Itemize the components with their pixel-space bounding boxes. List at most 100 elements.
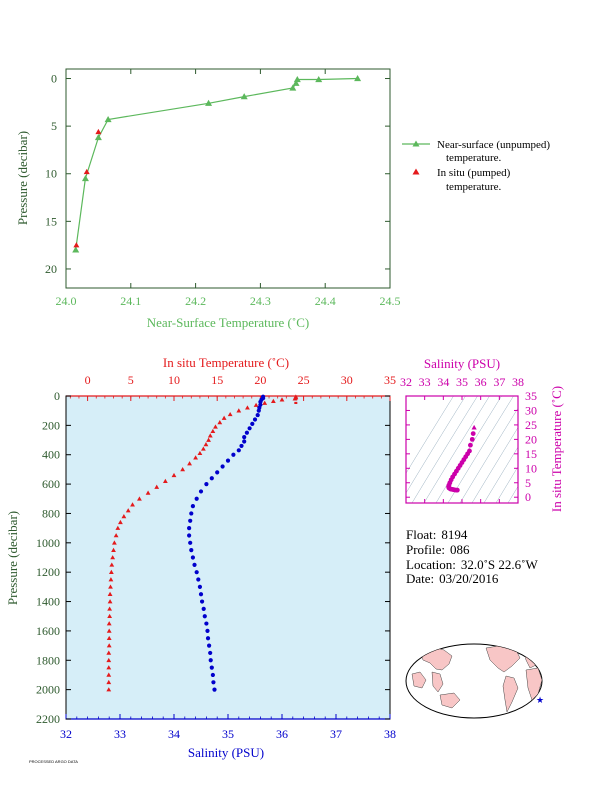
temperature-point bbox=[115, 525, 121, 530]
salinity-point bbox=[244, 430, 249, 435]
temperature-point bbox=[108, 569, 114, 574]
salinity-point bbox=[188, 518, 193, 523]
profile-pressure-ticks: 0 200 400 600 800 1000 1200 1400 1600 1800 2000 220… bbox=[36, 389, 390, 726]
temperature-point bbox=[111, 547, 116, 552]
unpumped-point bbox=[104, 115, 112, 123]
temperature-point bbox=[106, 643, 112, 648]
temperature-tick-label: 30 bbox=[341, 373, 353, 387]
salinity-tick-label: 36 bbox=[276, 727, 288, 741]
temperature-tick-label: 5 bbox=[128, 373, 134, 387]
profile-line: Profile: 086 bbox=[406, 542, 470, 557]
temperature-point bbox=[113, 533, 119, 538]
unpumped-point bbox=[293, 75, 301, 83]
temperature-point bbox=[110, 555, 116, 560]
salinity-point bbox=[194, 570, 199, 575]
temperature-point bbox=[107, 599, 113, 604]
salinity-point bbox=[208, 650, 213, 656]
temperature-point bbox=[292, 396, 298, 401]
salinity-point bbox=[194, 496, 199, 501]
unpumped-point bbox=[292, 79, 300, 86]
ts-point bbox=[470, 431, 476, 436]
footer-credit: PROCESSED ARGO DATA bbox=[29, 759, 78, 764]
salinity-point bbox=[256, 408, 261, 413]
salinity-point bbox=[250, 421, 255, 426]
salinity-point bbox=[209, 665, 214, 670]
ts-point bbox=[471, 424, 477, 430]
salinity-tick-label: 35 bbox=[222, 727, 234, 741]
pumped-point bbox=[73, 242, 80, 248]
near-surface-legend: Near-surface (unpumped) temperature. In … bbox=[402, 139, 550, 193]
x-tick-label: 24.4 bbox=[315, 294, 336, 308]
ts-point bbox=[454, 487, 460, 493]
ts-y-tick-label: 5 bbox=[525, 476, 531, 490]
legend-label-unpumped: Near-surface (unpumped) bbox=[437, 139, 550, 151]
near-surface-plot-frame bbox=[65, 68, 391, 289]
salinity-point bbox=[242, 435, 247, 440]
salinity-point bbox=[236, 448, 241, 453]
salinity-point bbox=[209, 476, 214, 481]
salinity-tick-label: 38 bbox=[384, 727, 396, 741]
salinity-point bbox=[187, 533, 192, 538]
date-line: Date: 03/20/2016 bbox=[406, 571, 499, 586]
temperature-point bbox=[270, 398, 276, 403]
temperature-point bbox=[197, 450, 203, 456]
ts-x-tick-label: 34 bbox=[437, 375, 449, 389]
temperature-point bbox=[171, 472, 177, 478]
pressure-tick-label: 2200 bbox=[36, 712, 60, 726]
unpumped-point bbox=[289, 84, 297, 91]
temperature-point bbox=[213, 424, 218, 429]
float-location-star: ★ bbox=[536, 695, 544, 705]
unpumped-point bbox=[205, 99, 213, 106]
ts-x-tick-label: 38 bbox=[512, 375, 524, 389]
salinity-point bbox=[202, 614, 207, 619]
temperature-point bbox=[279, 397, 285, 402]
ts-salinity-axis-label: Salinity (PSU) bbox=[424, 356, 500, 371]
salinity-point bbox=[239, 443, 244, 449]
density-contour bbox=[471, 427, 518, 503]
unpumped-point bbox=[315, 75, 323, 83]
map-southeast-asia bbox=[431, 671, 444, 693]
temperature-point bbox=[108, 577, 114, 582]
density-contour bbox=[406, 396, 454, 474]
density-contour bbox=[459, 407, 518, 503]
salinity-point bbox=[189, 548, 194, 553]
profile-temperature-ticks: 0 5 10 15 20 25 30 35 bbox=[69, 373, 396, 401]
temperature-point bbox=[106, 650, 112, 655]
temperature-point bbox=[245, 405, 250, 410]
float-info: Float: 8194 Profile: 086 Location: 32.0˚S 2… bbox=[406, 527, 538, 586]
salinity-point bbox=[231, 452, 236, 457]
pressure-tick-label: 800 bbox=[42, 506, 60, 520]
temperature-surface-cluster bbox=[294, 401, 298, 404]
salinity-point bbox=[258, 399, 263, 404]
pressure-tick-label: 2000 bbox=[36, 683, 60, 697]
temperature-point bbox=[162, 478, 168, 483]
near-surface-x-axis-label: Near-Surface Temperature (˚C) bbox=[147, 315, 309, 330]
temperature-point bbox=[210, 428, 216, 434]
temperature-point bbox=[106, 665, 112, 670]
temperature-point bbox=[106, 679, 112, 685]
salinity-point bbox=[215, 470, 220, 475]
salinity-tick-label: 32 bbox=[60, 727, 72, 741]
map-australia bbox=[439, 692, 461, 709]
temperature-point bbox=[200, 446, 206, 451]
y-tick-label: 10 bbox=[45, 167, 57, 181]
ts-temperature-axis-label: In situ Temperature (˚C) bbox=[549, 386, 564, 512]
salinity-point bbox=[188, 540, 193, 545]
temperature-point bbox=[108, 584, 113, 589]
temperature-point bbox=[106, 672, 112, 677]
salinity-point bbox=[225, 458, 231, 463]
legend-label-pumped: In situ (pumped) bbox=[437, 167, 511, 179]
temperature-point bbox=[154, 484, 160, 489]
profile-chart: 0 5 10 15 20 25 30 35 32 33 34 35 36 37 38 0 200 400 600… bbox=[5, 355, 396, 760]
pressure-tick-label: 0 bbox=[54, 389, 60, 403]
location-line: Location: 32.0˚S 22.6˚W bbox=[406, 557, 538, 572]
pressure-tick-label: 1400 bbox=[36, 595, 60, 609]
x-tick-label: 24.5 bbox=[380, 294, 401, 308]
temperature-point bbox=[145, 490, 151, 495]
x-tick-label: 24.0 bbox=[56, 294, 77, 308]
profile-plot-frame bbox=[65, 395, 391, 720]
legend-marker-unpumped bbox=[412, 140, 420, 147]
ts-series bbox=[446, 424, 477, 493]
temperature-point bbox=[109, 562, 115, 567]
